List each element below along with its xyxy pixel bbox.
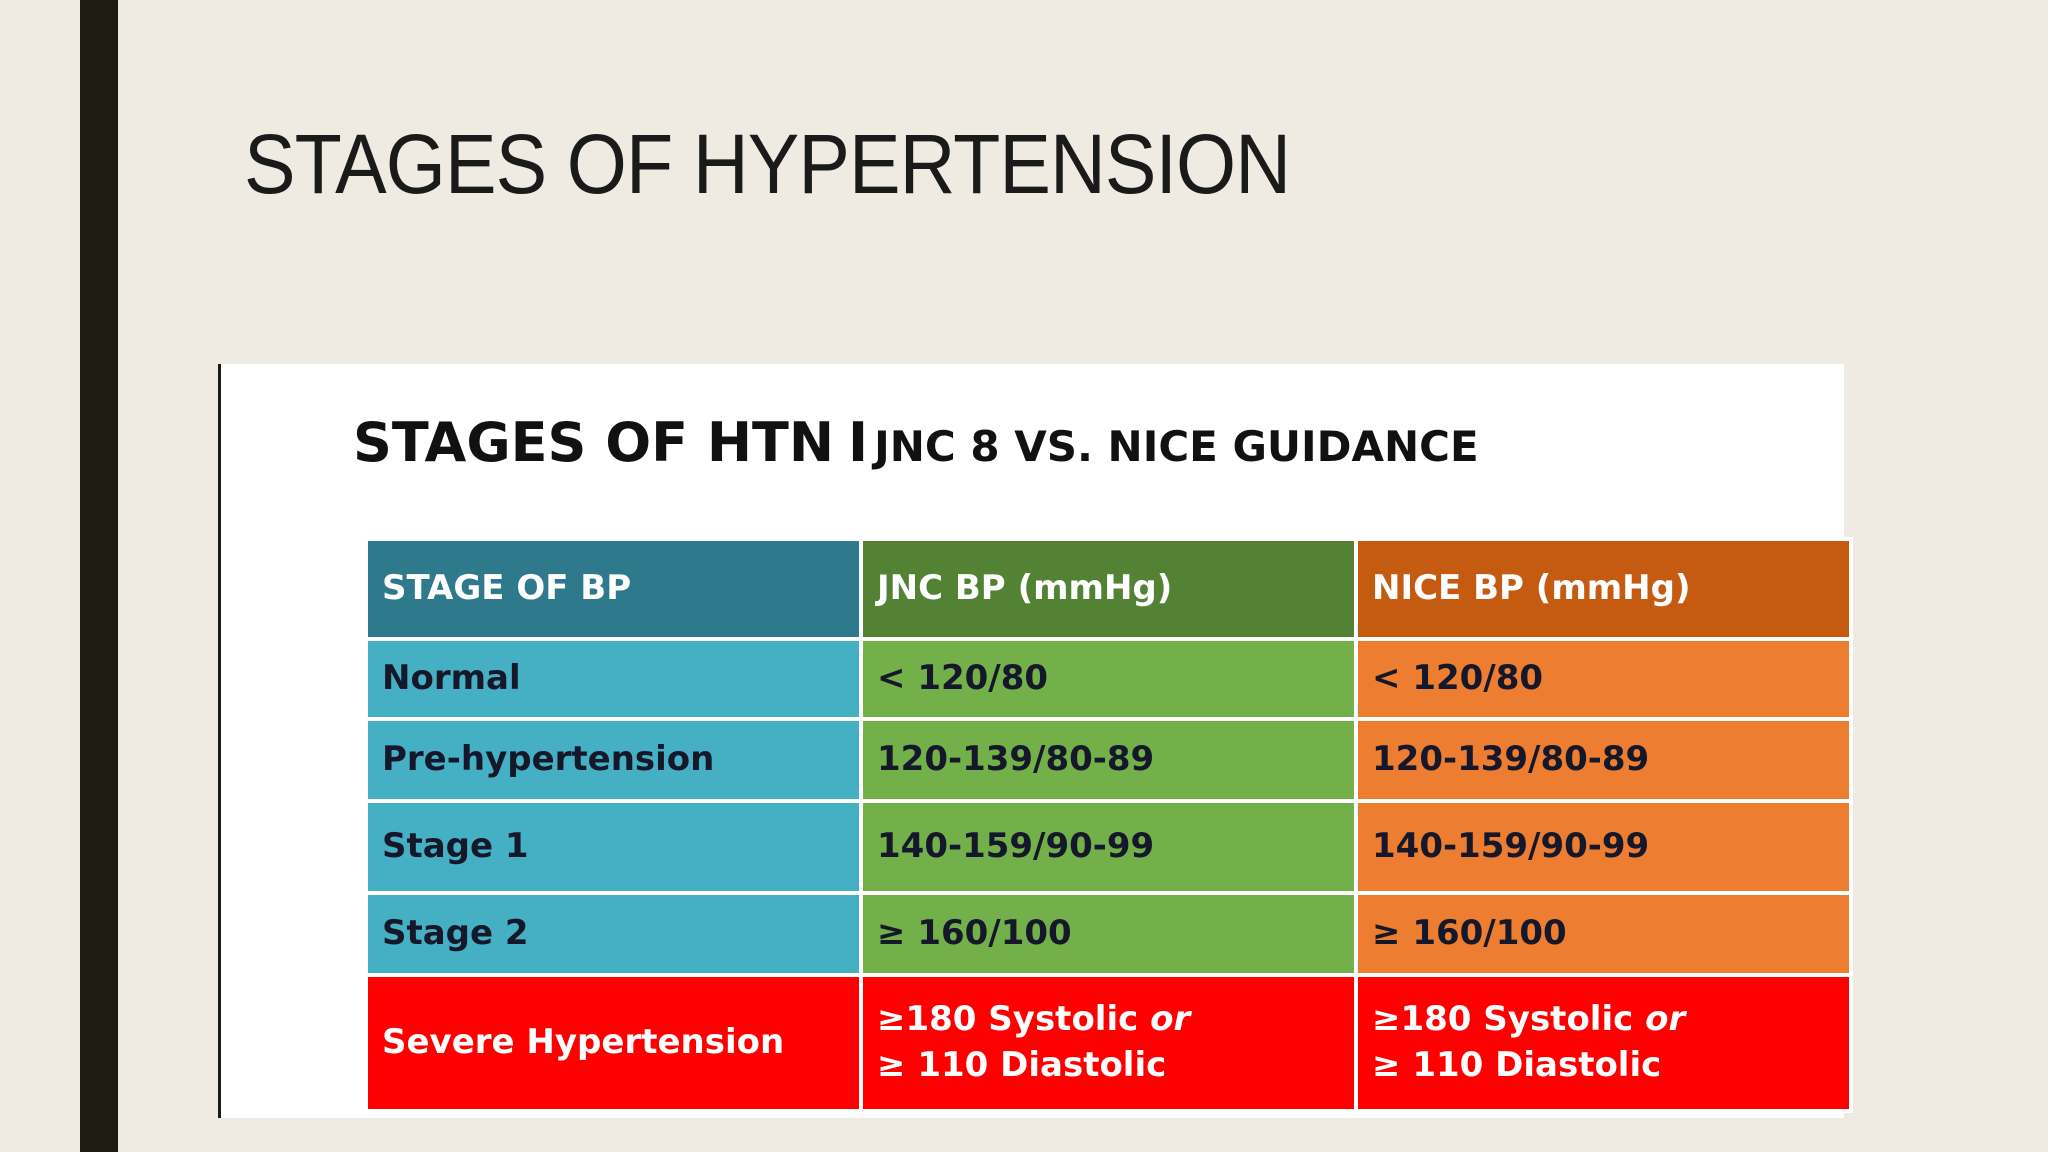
severe-row: Severe Hypertension ≥180 Systolic or ≥ 1… bbox=[364, 973, 1853, 1113]
table-row: Stage 2 ≥ 160/100 ≥ 160/100 bbox=[364, 891, 1853, 977]
stage-cell: Severe Hypertension bbox=[364, 973, 863, 1113]
severe-or: or bbox=[1150, 999, 1191, 1040]
stage-cell: Stage 2 bbox=[364, 891, 863, 977]
figure-title: STAGES OF HTN I JNC 8 VS. NICE GUIDANCE bbox=[353, 416, 1479, 470]
table-header-row: STAGE OF BP JNC BP (mmHg) NICE BP (mmHg) bbox=[364, 537, 1853, 641]
figure-title-sub: JNC 8 VS. NICE GUIDANCE bbox=[874, 422, 1479, 471]
table-row: Normal < 120/80 < 120/80 bbox=[364, 637, 1853, 721]
nice-cell: ≥180 Systolic or ≥ 110 Diastolic bbox=[1354, 973, 1853, 1113]
figure-title-divider: I bbox=[848, 411, 869, 474]
severe-systolic: ≥180 Systolic bbox=[1372, 999, 1634, 1040]
table-row: Stage 1 140-159/90-99 140-159/90-99 bbox=[364, 799, 1853, 895]
figure-title-main: STAGES OF HTN bbox=[353, 411, 835, 474]
slide-accent-bar bbox=[80, 0, 118, 1152]
severe-systolic: ≥180 Systolic bbox=[877, 999, 1139, 1040]
header-nice: NICE BP (mmHg) bbox=[1354, 537, 1853, 641]
nice-cell: 120-139/80-89 bbox=[1354, 717, 1853, 803]
nice-cell: 140-159/90-99 bbox=[1354, 799, 1853, 895]
severe-diastolic: ≥ 110 Diastolic bbox=[1372, 1045, 1662, 1085]
severe-diastolic: ≥ 110 Diastolic bbox=[877, 1045, 1167, 1085]
jnc-cell: ≥180 Systolic or ≥ 110 Diastolic bbox=[859, 973, 1358, 1113]
jnc-cell: < 120/80 bbox=[859, 637, 1358, 721]
stage-cell: Normal bbox=[364, 637, 863, 721]
nice-cell: ≥ 160/100 bbox=[1354, 891, 1853, 977]
severe-or: or bbox=[1645, 999, 1686, 1040]
htn-stages-figure: STAGES OF HTN I JNC 8 VS. NICE GUIDANCE ST… bbox=[218, 364, 1853, 1118]
jnc-cell: 140-159/90-99 bbox=[859, 799, 1358, 895]
jnc-cell: 120-139/80-89 bbox=[859, 717, 1358, 803]
header-stage: STAGE OF BP bbox=[364, 537, 863, 641]
header-jnc: JNC BP (mmHg) bbox=[859, 537, 1358, 641]
stage-cell: Stage 1 bbox=[364, 799, 863, 895]
slide-title: STAGES OF HYPERTENSION bbox=[244, 117, 1291, 211]
nice-cell: < 120/80 bbox=[1354, 637, 1853, 721]
table-row: Pre-hypertension 120-139/80-89 120-139/8… bbox=[364, 717, 1853, 803]
bp-stages-table: STAGE OF BP JNC BP (mmHg) NICE BP (mmHg)… bbox=[364, 537, 1853, 1113]
jnc-cell: ≥ 160/100 bbox=[859, 891, 1358, 977]
stage-cell: Pre-hypertension bbox=[364, 717, 863, 803]
